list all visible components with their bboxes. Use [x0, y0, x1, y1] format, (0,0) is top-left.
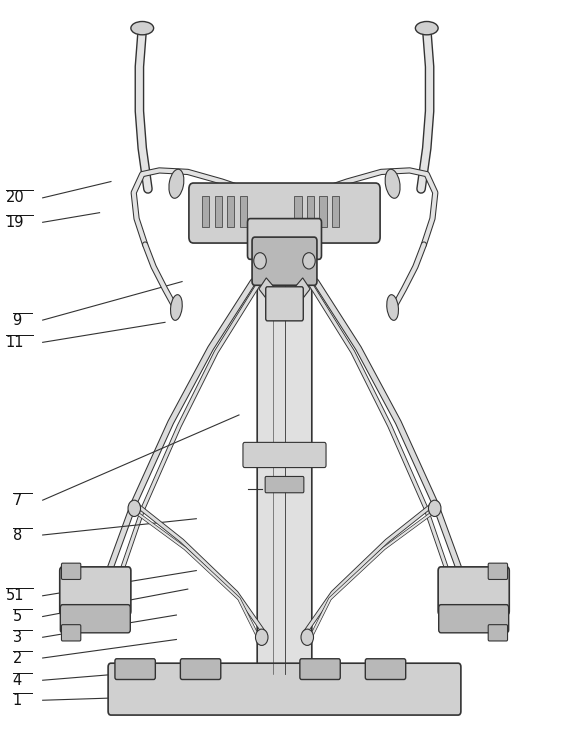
Ellipse shape — [303, 253, 315, 269]
Bar — [294, 196, 302, 227]
FancyBboxPatch shape — [252, 237, 317, 285]
Bar — [319, 196, 327, 227]
Polygon shape — [290, 278, 310, 304]
Ellipse shape — [387, 295, 398, 320]
Text: 5: 5 — [13, 609, 22, 624]
Ellipse shape — [255, 629, 268, 645]
Bar — [307, 196, 314, 227]
FancyBboxPatch shape — [365, 659, 406, 679]
FancyBboxPatch shape — [300, 659, 340, 679]
Text: 20: 20 — [6, 190, 24, 205]
Text: 8: 8 — [13, 528, 22, 542]
FancyBboxPatch shape — [60, 605, 130, 633]
Text: 7: 7 — [13, 493, 22, 508]
FancyBboxPatch shape — [439, 605, 509, 633]
Bar — [240, 196, 247, 227]
Ellipse shape — [169, 169, 184, 199]
Ellipse shape — [131, 21, 154, 35]
Bar — [332, 196, 339, 227]
Ellipse shape — [128, 500, 141, 516]
FancyBboxPatch shape — [108, 663, 461, 715]
FancyBboxPatch shape — [438, 567, 509, 615]
Bar — [215, 196, 222, 227]
FancyBboxPatch shape — [488, 625, 508, 641]
FancyBboxPatch shape — [257, 198, 312, 677]
Bar — [202, 196, 209, 227]
Ellipse shape — [254, 253, 266, 269]
Text: 2: 2 — [13, 651, 22, 665]
FancyBboxPatch shape — [61, 563, 81, 579]
Text: 11: 11 — [6, 335, 24, 350]
FancyBboxPatch shape — [266, 287, 303, 321]
Ellipse shape — [428, 500, 441, 516]
FancyBboxPatch shape — [488, 563, 508, 579]
FancyBboxPatch shape — [61, 625, 81, 641]
Ellipse shape — [415, 21, 438, 35]
Polygon shape — [259, 278, 279, 304]
Text: 3: 3 — [13, 630, 22, 645]
Ellipse shape — [171, 295, 182, 320]
Text: 4: 4 — [13, 673, 22, 688]
FancyBboxPatch shape — [189, 183, 380, 243]
Bar — [227, 196, 234, 227]
Text: 19: 19 — [6, 215, 24, 230]
FancyBboxPatch shape — [115, 659, 155, 679]
Ellipse shape — [385, 169, 400, 199]
Text: 51: 51 — [6, 588, 24, 603]
FancyBboxPatch shape — [60, 567, 131, 615]
FancyBboxPatch shape — [248, 219, 321, 259]
Text: 1: 1 — [13, 693, 22, 708]
Ellipse shape — [301, 629, 314, 645]
Text: 9: 9 — [13, 313, 22, 328]
FancyBboxPatch shape — [180, 659, 221, 679]
FancyBboxPatch shape — [265, 476, 304, 493]
FancyBboxPatch shape — [243, 442, 326, 468]
